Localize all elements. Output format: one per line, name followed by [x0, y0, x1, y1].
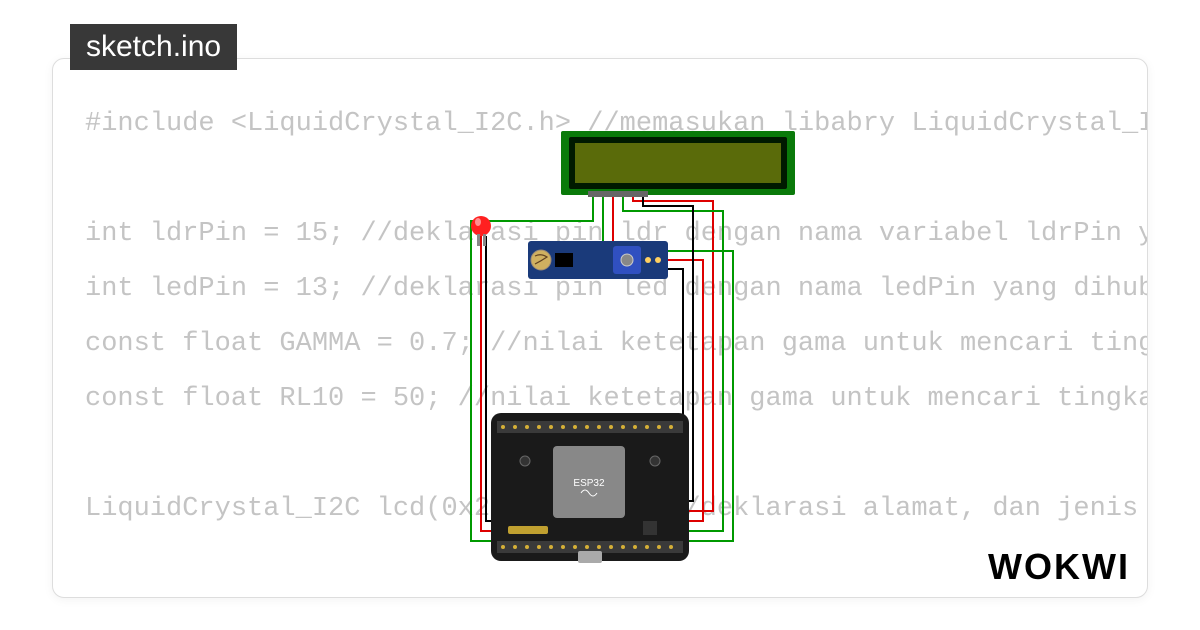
code-line: int ledPin = 13; //deklarasi pin led den…	[85, 274, 1148, 304]
code-content: #include <LiquidCrystal_I2C.h> //memasuk…	[85, 97, 1148, 598]
code-line: const float RL10 = 50; //nilai ketetapan…	[85, 384, 1148, 414]
wokwi-logo: WOKWI	[988, 546, 1130, 588]
code-line: int ldrPin = 15; //deklarasi pin ldr den…	[85, 219, 1148, 249]
editor-card: #include <LiquidCrystal_I2C.h> //memasuk…	[52, 58, 1148, 598]
code-line: #include <LiquidCrystal_I2C.h> //memasuk…	[85, 109, 1148, 139]
file-tab-label: sketch.ino	[86, 30, 221, 63]
code-line: LiquidCrystal_I2C lcd(0x27, 16, 2); //de…	[85, 494, 1148, 524]
wokwi-logo-text: WOKWI	[988, 546, 1130, 587]
code-line: const float GAMMA = 0.7; //nilai ketetap…	[85, 329, 1148, 359]
file-tab[interactable]: sketch.ino	[70, 24, 237, 70]
